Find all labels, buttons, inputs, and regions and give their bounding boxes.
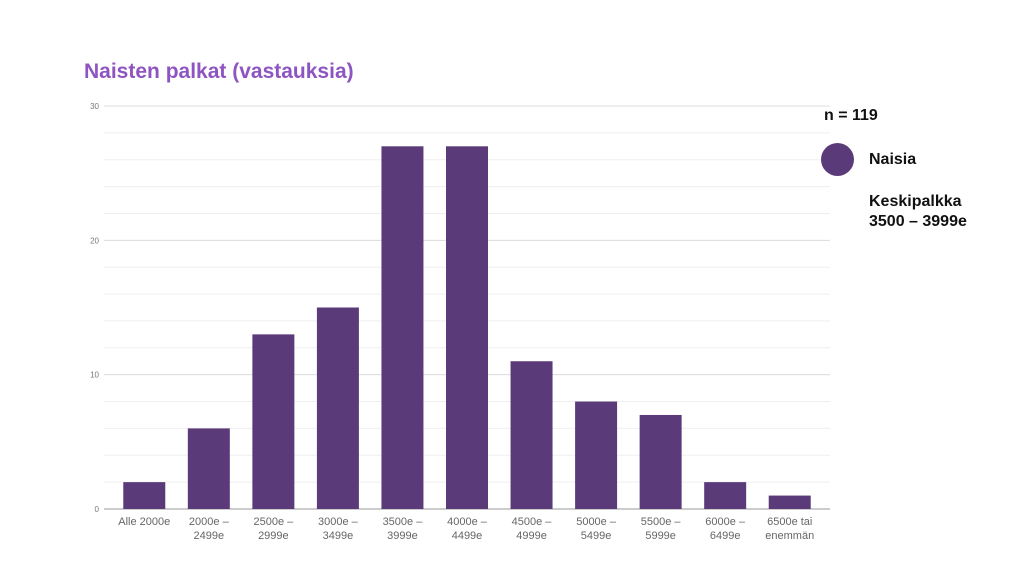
average-salary-label: Keskipalkka bbox=[869, 193, 962, 210]
x-tick-label: 3000e –3499e bbox=[318, 516, 359, 542]
x-tick-label: 2500e –2999e bbox=[253, 516, 294, 542]
bar bbox=[639, 414, 682, 509]
bar bbox=[123, 482, 166, 509]
y-tick-label: 0 bbox=[95, 505, 100, 514]
bar bbox=[187, 428, 230, 509]
chart-title: Naisten palkat (vastauksia) bbox=[84, 60, 354, 83]
y-tick-label: 20 bbox=[90, 236, 99, 245]
average-salary-value: 3500 – 3999e bbox=[869, 213, 967, 230]
x-tick-label: 5500e –5999e bbox=[641, 516, 682, 542]
y-tick-label: 30 bbox=[90, 102, 99, 111]
bar bbox=[381, 146, 424, 510]
bar bbox=[252, 334, 295, 509]
bar bbox=[446, 146, 488, 510]
bar bbox=[510, 361, 553, 509]
bar bbox=[768, 495, 811, 509]
bar bbox=[704, 482, 747, 509]
x-tick-label: 6500e tai enemmän bbox=[765, 516, 814, 542]
bar bbox=[575, 401, 618, 509]
x-tick-label: 2000e –2499e bbox=[189, 516, 230, 542]
legend-label: Naisia bbox=[869, 151, 917, 168]
x-tick-label: 4500e –4999e bbox=[512, 516, 553, 542]
x-tick-label: 6000e –6499e bbox=[705, 516, 746, 542]
legend-swatch bbox=[821, 143, 854, 176]
bar bbox=[316, 307, 359, 509]
x-tick-label: Alle 2000e bbox=[118, 516, 170, 528]
x-tick-label: 4000e –4499e bbox=[447, 516, 488, 542]
sample-size-label: n = 119 bbox=[824, 107, 878, 124]
x-tick-label: 5000e –5499e bbox=[576, 516, 617, 542]
y-tick-label: 10 bbox=[90, 371, 99, 380]
x-tick-label: 3500e –3999e bbox=[383, 516, 424, 542]
